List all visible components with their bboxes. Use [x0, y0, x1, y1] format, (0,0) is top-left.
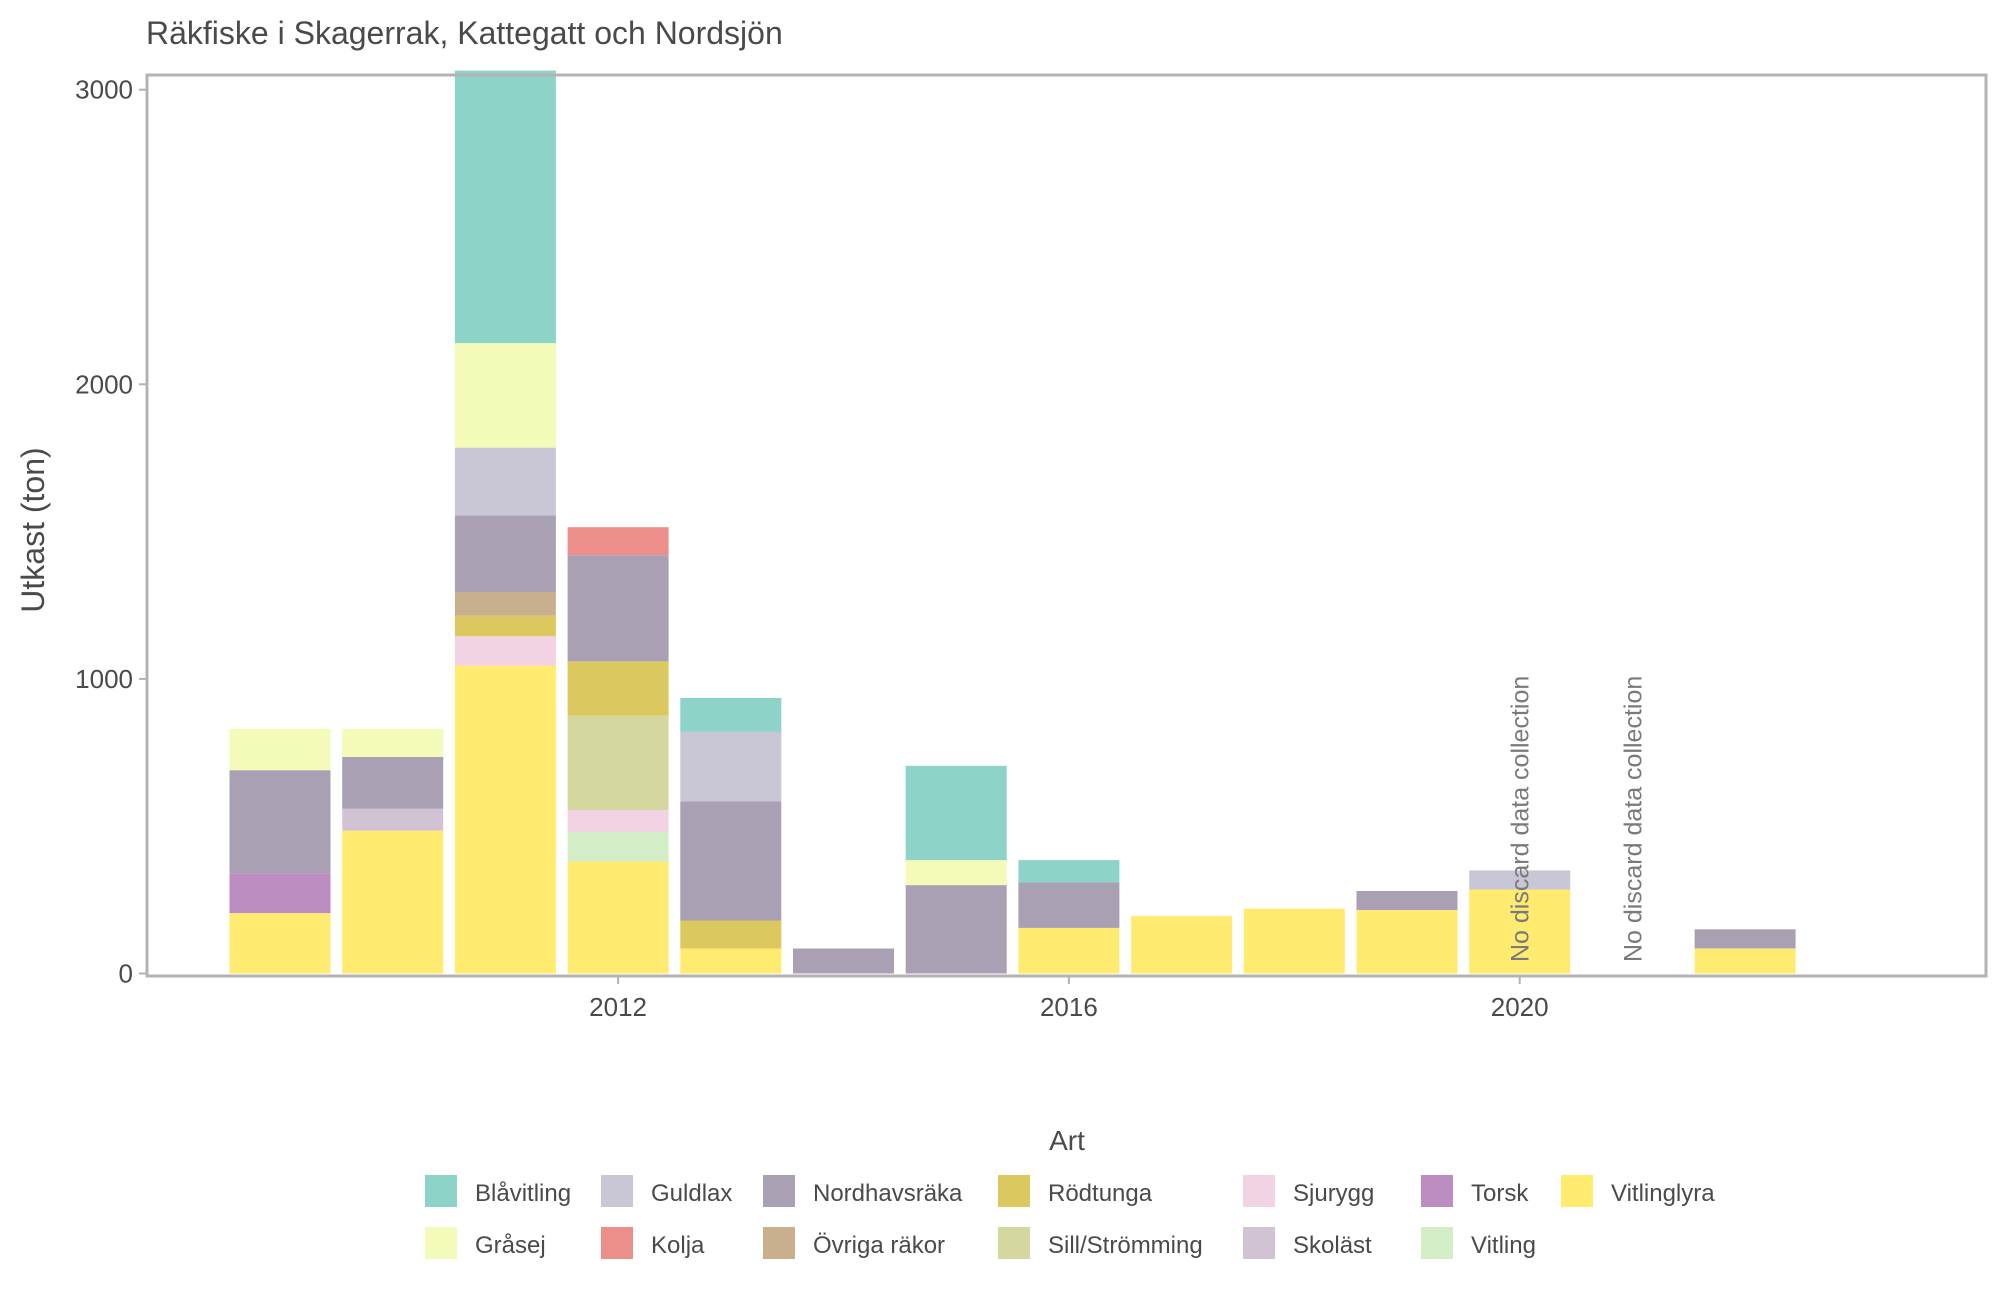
legend-label: Gråsej [475, 1232, 546, 1259]
bar-segment [342, 808, 444, 831]
bar-segment [905, 765, 1007, 861]
bar-segment [454, 636, 556, 666]
legend-swatch [1421, 1227, 1453, 1259]
bar-segment [229, 873, 331, 914]
annotation-label: No discard data collection [1619, 676, 1647, 962]
y-tick-label: 1000 [75, 664, 133, 694]
bar-segment [454, 447, 556, 516]
bar-segment [1694, 929, 1796, 949]
y-tick-label: 0 [119, 959, 133, 989]
y-tick-label: 2000 [75, 369, 133, 399]
legend-swatch [425, 1175, 457, 1207]
bar-segment [229, 913, 331, 974]
bar-segment [342, 729, 444, 757]
legend-label: Guldlax [651, 1180, 732, 1207]
annotation-layer: No discard data collection No discard dat… [1507, 676, 1648, 962]
bar-segment [454, 70, 556, 344]
x-tick-label: 2016 [1040, 992, 1098, 1022]
legend: Blåvitling Guldlax Nordhavsräka Rödtunga Sju… [425, 1175, 1715, 1259]
chart-title: Räkfiske i Skagerrak, Kattegatt och Nord… [146, 15, 783, 51]
legend-swatch [601, 1227, 633, 1259]
legend-label: Torsk [1471, 1180, 1529, 1207]
legend-label: Sjurygg [1293, 1180, 1374, 1207]
legend-swatch [601, 1175, 633, 1207]
bar-segment [342, 757, 444, 809]
legend-label: Blåvitling [475, 1180, 571, 1207]
bar-segment [567, 555, 669, 662]
legend-swatch [425, 1227, 457, 1259]
bar-segment [793, 948, 894, 974]
legend-swatch [998, 1175, 1030, 1207]
bar-segment [680, 920, 782, 949]
bar-segment [680, 948, 782, 974]
legend-swatch [998, 1227, 1030, 1259]
legend-label: Rödtunga [1048, 1180, 1153, 1207]
bar-segment [567, 832, 669, 862]
bar-segment [454, 515, 556, 592]
bar-segment [567, 861, 669, 974]
bar-segment [454, 665, 556, 974]
bar-segment [567, 810, 669, 833]
bar-segment [1469, 870, 1571, 890]
legend-label: Nordhavsräka [813, 1180, 963, 1207]
bar-segment [680, 698, 782, 732]
bar-segment [454, 343, 556, 448]
bar-segment [229, 770, 331, 874]
legend-label: Skoläst [1293, 1232, 1372, 1259]
x-tick-label: 2012 [589, 992, 647, 1022]
legend-swatch [1561, 1175, 1593, 1207]
x-tick-label: 2020 [1491, 992, 1549, 1022]
legend-swatch [763, 1175, 795, 1207]
bar-segment [905, 885, 1007, 974]
bar-segment [1356, 891, 1458, 911]
legend-swatch [1421, 1175, 1453, 1207]
legend-swatch [763, 1227, 795, 1259]
legend-label: Vitling [1471, 1232, 1536, 1259]
y-axis-label: Utkast (ton) [15, 447, 51, 612]
y-tick-label: 3000 [75, 75, 133, 105]
bar-segment [1356, 910, 1458, 974]
legend-label: Övriga räkor [813, 1232, 945, 1259]
bar-segment [1018, 927, 1120, 974]
legend-title: Art [1049, 1125, 1085, 1156]
bar-segment [567, 661, 669, 716]
bar-segment [1694, 948, 1796, 974]
legend-label: Kolja [651, 1232, 705, 1259]
bar-segment [905, 860, 1007, 886]
annotation-label: No discard data collection [1507, 676, 1535, 962]
bar-segment [567, 715, 669, 810]
bar-segment [1243, 908, 1345, 974]
plot-frame [145, 73, 1988, 978]
bar-segment [454, 592, 556, 616]
bar-segment [454, 615, 556, 637]
bar-segment [1469, 889, 1571, 974]
bar-layer [229, 70, 1796, 974]
legend-swatch [1243, 1175, 1275, 1207]
bar-segment [1018, 882, 1120, 928]
bar-segment [567, 527, 669, 556]
legend-label: Vitlinglyra [1611, 1180, 1715, 1207]
bar-segment [1018, 860, 1120, 883]
legend-swatch [1243, 1227, 1275, 1259]
bar-segment [1131, 916, 1233, 974]
bar-segment [342, 830, 444, 974]
bar-segment [680, 801, 782, 921]
y-axis-ticks: 0 1000 2000 3000 [75, 75, 147, 989]
legend-label: Sill/Strömming [1048, 1232, 1203, 1259]
bar-segment [680, 731, 782, 802]
bar-segment [229, 729, 331, 771]
x-axis-ticks: 2012 2016 2020 [589, 976, 1549, 1022]
